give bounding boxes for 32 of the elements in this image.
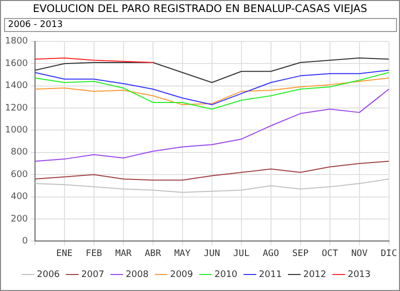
y-tick-label: 400: [10, 192, 28, 202]
x-tick-label: ABR: [144, 248, 162, 259]
x-tick-label: MAR: [115, 248, 132, 259]
legend-label: 2012: [303, 270, 326, 280]
legend-label: 2007: [81, 270, 104, 280]
x-tick-label: SEP: [292, 248, 310, 259]
legend-label: 2010: [214, 270, 238, 280]
x-tick-label: ENE: [56, 248, 73, 259]
y-tick-label: 1200: [5, 103, 28, 114]
y-tick-label: 200: [10, 214, 28, 224]
x-tick-label: FEB: [86, 248, 102, 259]
chart-title: EVOLUCION DEL PARO REGISTRADO EN BENALUP-CASAS VIEJAS: [32, 3, 368, 15]
y-tick-label: 800: [10, 148, 28, 158]
x-tick-label: AGO: [262, 248, 280, 259]
x-tick-label: DIC: [380, 248, 398, 259]
x-tick-label: MAY: [174, 248, 192, 259]
y-tick-label: 1800: [5, 36, 28, 47]
legend-label: 2011: [258, 270, 282, 280]
y-tick-label: 1600: [5, 58, 28, 69]
legend-label: 2008: [126, 270, 149, 280]
x-tick-label: OCT: [322, 248, 339, 259]
legend-label: 2013: [348, 270, 371, 280]
legend-label: 2009: [170, 270, 194, 280]
x-tick-label: NOV: [351, 248, 368, 259]
y-tick-label: 600: [10, 170, 28, 180]
chart-subtitle: 2006 - 2013: [4, 18, 397, 32]
y-tick-label: 1000: [5, 126, 28, 136]
y-tick-label: 0: [22, 236, 28, 247]
legend-label: 2006: [36, 270, 60, 280]
y-tick-label: 1400: [5, 81, 28, 92]
x-tick-label: JUL: [233, 248, 250, 259]
x-tick-label: JUN: [204, 248, 220, 259]
